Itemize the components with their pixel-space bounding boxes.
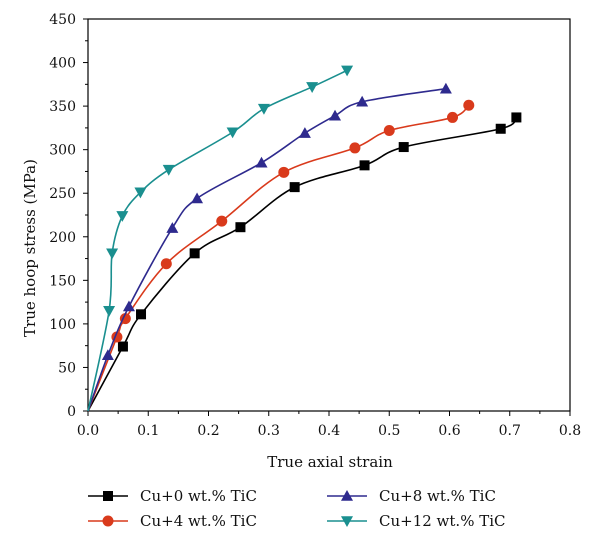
data-point <box>235 222 246 233</box>
y-tick-label: 250 <box>49 186 76 202</box>
x-tick-label: 0.5 <box>378 423 400 439</box>
legend-marker <box>102 515 114 527</box>
data-point <box>117 341 128 352</box>
x-tick-label: 0.7 <box>499 423 521 439</box>
y-tick-label: 450 <box>49 12 76 28</box>
data-point <box>289 182 300 193</box>
data-point <box>160 258 172 270</box>
data-point <box>341 65 354 77</box>
y-tick-label: 300 <box>49 143 76 159</box>
y-tick-label: 0 <box>67 404 76 420</box>
data-point <box>383 125 395 137</box>
data-point <box>463 99 475 111</box>
legend-label: Cu+0 wt.% TiC <box>140 487 257 505</box>
data-point <box>439 82 452 94</box>
data-point <box>162 164 175 176</box>
data-point <box>101 349 114 361</box>
legend-marker <box>341 516 353 527</box>
y-tick-label: 350 <box>49 99 76 115</box>
legend-label: Cu+4 wt.% TiC <box>140 512 257 530</box>
data-point <box>306 82 319 93</box>
data-point <box>511 112 522 123</box>
data-point <box>359 160 370 171</box>
x-tick-label: 0.8 <box>559 423 581 439</box>
data-point <box>189 248 200 259</box>
series-line <box>87 116 517 412</box>
data-point <box>255 156 268 168</box>
data-point <box>103 306 116 317</box>
data-point <box>495 123 506 134</box>
x-tick-label: 0.2 <box>197 423 219 439</box>
data-point <box>356 95 369 107</box>
y-tick-label: 100 <box>49 317 76 333</box>
legend-item: Cu+4 wt.% TiC <box>88 512 257 530</box>
series-1 <box>87 99 475 412</box>
legend-marker <box>341 490 353 501</box>
data-point <box>298 127 311 138</box>
axis-ticks: 0.0 0.1 0.2 0.3 0.4 0.5 0.6 0.7 0.8 0 50 100 150 200 2… <box>49 12 581 439</box>
legend-label: Cu+12 wt.% TiC <box>379 512 506 530</box>
x-tick-label: 0.1 <box>137 423 159 439</box>
legend-item: Cu+0 wt.% TiC <box>88 487 257 505</box>
data-point <box>106 248 119 260</box>
data-point <box>257 103 270 115</box>
data-point <box>226 127 239 139</box>
legend-item: Cu+12 wt.% TiC <box>327 512 506 530</box>
legend-item: Cu+8 wt.% TiC <box>327 487 496 505</box>
y-axis-title: True hoop stress (MPa) <box>21 159 39 337</box>
x-tick-label: 0.4 <box>318 423 340 439</box>
data-point <box>122 300 135 312</box>
series-line <box>87 104 470 412</box>
plot-border <box>87 18 571 412</box>
series-line <box>87 87 447 412</box>
x-tick-label: 0.6 <box>438 423 460 439</box>
y-tick-label: 150 <box>49 273 76 289</box>
y-tick-label: 200 <box>49 230 76 246</box>
data-point <box>116 211 129 222</box>
data-point <box>278 166 290 178</box>
series-3 <box>87 65 354 412</box>
data-point <box>447 111 459 123</box>
x-tick-label: 0.0 <box>77 423 99 439</box>
y-tick-label: 50 <box>58 360 76 376</box>
data-point <box>398 142 409 153</box>
series-2 <box>87 82 452 412</box>
data-point <box>134 187 147 199</box>
data-point <box>349 142 361 154</box>
data-point <box>191 192 204 204</box>
x-axis-title: True axial strain <box>267 453 393 471</box>
legend-marker <box>103 491 113 501</box>
series-line <box>87 69 348 412</box>
series-layer <box>87 65 522 412</box>
x-tick-label: 0.3 <box>258 423 280 439</box>
legend: Cu+0 wt.% TiC Cu+8 wt.% TiC Cu+4 wt.% TiC C… <box>88 487 506 530</box>
data-point <box>136 309 147 320</box>
data-point <box>166 222 179 233</box>
y-tick-label: 400 <box>49 56 76 72</box>
plot-frame <box>87 18 571 412</box>
data-point <box>216 215 228 227</box>
series-0 <box>87 112 522 412</box>
legend-label: Cu+8 wt.% TiC <box>379 487 496 505</box>
data-point <box>329 109 342 121</box>
